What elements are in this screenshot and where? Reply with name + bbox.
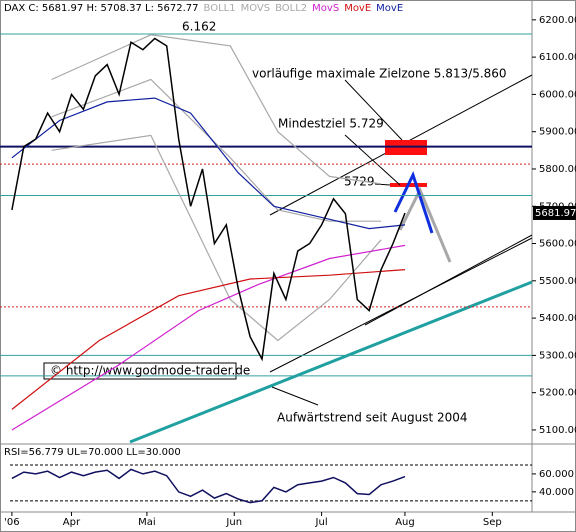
projection [398, 186, 452, 263]
legend-entry: MOVS [241, 3, 271, 14]
trend-line [364, 234, 533, 326]
x-tick-label: Sep [483, 517, 502, 528]
legend-entry: MovE [344, 3, 371, 14]
annotation: vorläufige maximale Zielzone 5.813/5.860 [252, 67, 507, 81]
y-tick-label: 60.000 [539, 469, 574, 480]
y-tick-label: 5500.00 [539, 276, 576, 287]
y-tick-label: 5600.00 [539, 239, 576, 250]
indicator-line [51, 134, 382, 342]
arrow [344, 79, 403, 141]
legend-entry: MovS [312, 3, 339, 14]
header-price: DAX C: 5681.97 H: 5708.37 L: 5672.77 [4, 3, 199, 14]
indicator-line [11, 97, 406, 230]
annotation: Mindestziel 5.729 [278, 117, 384, 131]
annotation: Aufwärtstrend seit August 2004 [277, 411, 468, 425]
annotation: 5729 [344, 175, 375, 189]
y-tick-label: 5400.00 [539, 313, 576, 324]
y-tick-label: 40.000 [539, 487, 574, 498]
indicator-line [11, 269, 406, 410]
arrow [271, 386, 319, 406]
last-price-label: 5681.97 [535, 208, 576, 219]
arrow [374, 183, 391, 186]
indicator-line [51, 34, 382, 185]
legend-entry: BOLL1 [204, 3, 236, 14]
drawings [0, 33, 533, 444]
x-tick-label: Jul [315, 517, 328, 528]
y-tick-label: 5300.00 [539, 350, 576, 361]
y-tick-label: 5900.00 [539, 127, 576, 138]
legend-entry: MovE [376, 3, 403, 14]
header: DAX C: 5681.97 H: 5708.37 L: 5672.77 BOLL… [4, 3, 403, 14]
x-tick-label: Mai [138, 517, 156, 528]
projection [393, 171, 434, 234]
copyright-box [43, 362, 237, 380]
y-tick-label: 6100.00 [539, 52, 576, 63]
y-tick-label: 5800.00 [539, 164, 576, 175]
legend-entry: BOLL2 [275, 3, 307, 14]
price-line [11, 37, 406, 362]
y-tick-label: 5200.00 [539, 388, 576, 399]
x-tick-label: Jun [225, 517, 242, 528]
price-line [11, 468, 406, 504]
y-tick-label: 6000.00 [539, 89, 576, 100]
arrow [344, 134, 401, 186]
y-tick-label: 6200.00 [539, 15, 576, 26]
annotation: © http://www.godmode-trader.de [50, 364, 250, 378]
annotation: 6.162 [182, 20, 216, 34]
indicator-line [11, 244, 406, 431]
y-tick-label: 5100.00 [539, 425, 576, 436]
rsi-header: RSI=56.779 UL=70.000 LL=30.000 [4, 447, 181, 458]
trend-line [269, 237, 533, 373]
last-price-box [533, 205, 576, 220]
x-tick-label: Apr [63, 517, 81, 528]
x-tick-label: '06 [4, 517, 19, 528]
long-trend-line [129, 280, 533, 444]
x-tick-label: Aug [395, 517, 415, 528]
